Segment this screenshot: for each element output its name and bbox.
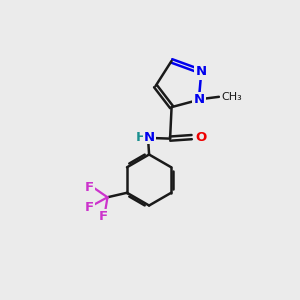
Text: O: O <box>196 130 207 144</box>
Text: H: H <box>135 130 146 144</box>
Text: CH₃: CH₃ <box>221 92 242 102</box>
Text: N: N <box>193 93 204 106</box>
Text: F: F <box>85 201 94 214</box>
Text: F: F <box>85 181 94 194</box>
Text: N: N <box>196 65 207 78</box>
Text: N: N <box>144 130 155 144</box>
Text: F: F <box>98 210 108 223</box>
